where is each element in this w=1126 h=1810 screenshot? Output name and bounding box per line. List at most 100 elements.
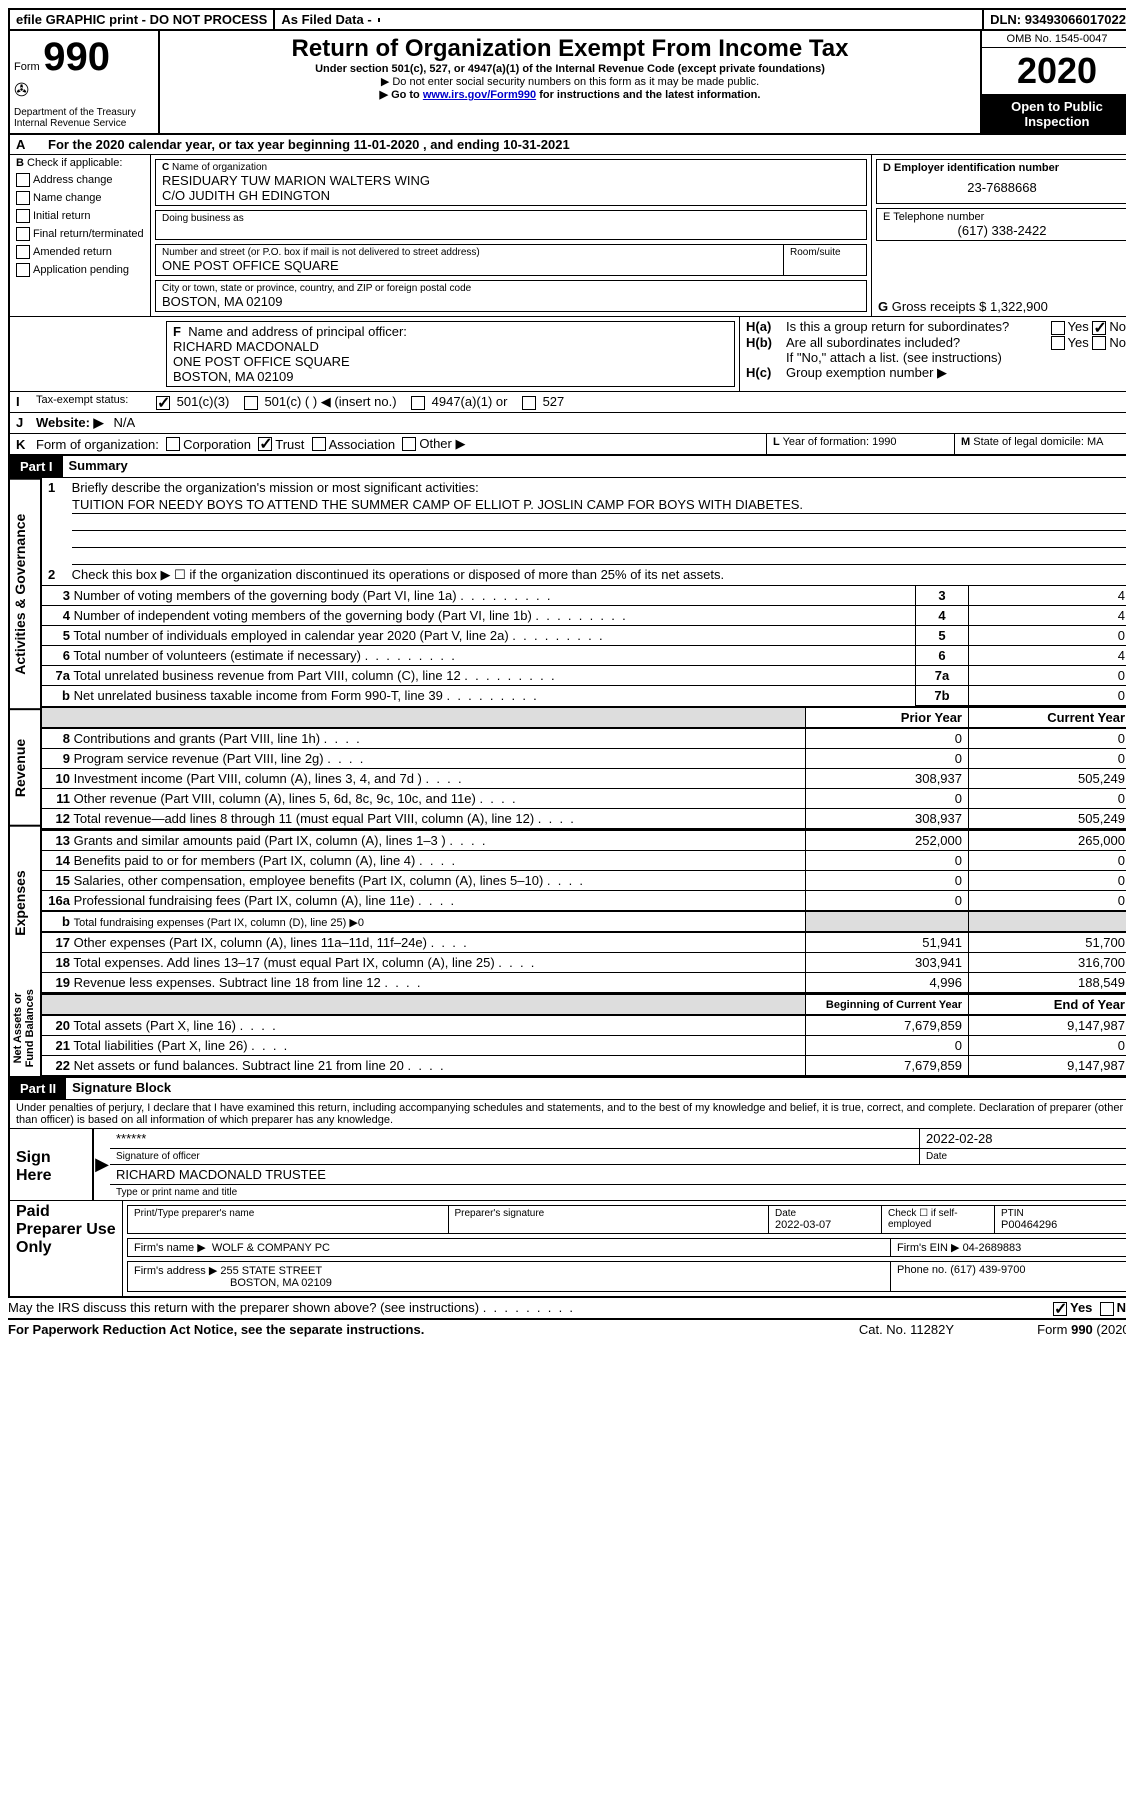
begin-end-header: Beginning of Current Year End of Year (42, 993, 1126, 1015)
form-subtitle: Under section 501(c), 527, or 4947(a)(1)… (164, 63, 976, 75)
org-name-box: C Name of organization RESIDUARY TUW MAR… (155, 159, 867, 206)
side-gov: Activities & Governance (10, 478, 40, 708)
net-table: 20 Total assets (Part X, line 16)7,679,8… (42, 1015, 1126, 1076)
paid-label: Paid Preparer Use Only (10, 1201, 123, 1296)
exp-table-2: 17 Other expenses (Part IX, column (A), … (42, 932, 1126, 993)
sign-here-label: Sign Here (10, 1129, 92, 1200)
line-1: 1 Briefly describe the organization's mi… (42, 478, 1126, 497)
goto-line: ▶ Go to www.irs.gov/Form990 for instruct… (164, 88, 976, 101)
col-c: C Name of organization RESIDUARY TUW MAR… (151, 155, 871, 316)
footer-row: For Paperwork Reduction Act Notice, see … (8, 1320, 1126, 1337)
table-row: 4 Number of independent voting members o… (42, 606, 1126, 626)
rev-table: 8 Contributions and grants (Part VIII, l… (42, 728, 1126, 829)
efile-notice: efile GRAPHIC print - DO NOT PROCESS (10, 10, 273, 29)
officer-name: RICHARD MACDONALD (173, 339, 728, 354)
part2-header: Part II Signature Block (8, 1076, 1126, 1100)
mission-text: TUITION FOR NEEDY BOYS TO ATTEND THE SUM… (42, 497, 1126, 565)
room-label: Room/suite (783, 245, 866, 275)
omb: OMB No. 1545-0047 (982, 31, 1126, 48)
part1-body: Activities & Governance Revenue Expenses… (8, 478, 1126, 1076)
self-emp-box: Check ☐ if self-employed (882, 1205, 995, 1234)
c-label: C Name of organization (162, 162, 860, 173)
dln: DLN: 93493066017022 (982, 10, 1126, 29)
hc-row: H(c) Group exemption number ▶ (746, 365, 1126, 381)
irs-link[interactable]: www.irs.gov/Form990 (423, 89, 536, 101)
m-block: M State of legal domicile: MA (954, 434, 1126, 454)
label-a: A (10, 135, 42, 154)
table-row: 20 Total assets (Part X, line 16)7,679,8… (42, 1016, 1126, 1036)
row-j: J Website: ▶ N/A (8, 412, 1126, 433)
org-name-2: C/O JUDITH GH EDINGTON (162, 188, 860, 203)
exp-table: 13 Grants and similar amounts paid (Part… (42, 829, 1126, 911)
irs-eagle-icon: ✇ (14, 80, 154, 101)
website-value: N/A (104, 415, 136, 431)
officer-name-title: RICHARD MACDONALD TRUSTEE (116, 1167, 1126, 1182)
ein-label: D Employer identification number (883, 162, 1121, 174)
k-block: K Form of organization: Corporation Trus… (10, 434, 766, 454)
line-16b: b Total fundraising expenses (Part IX, c… (42, 911, 1126, 932)
form-header: Form 990 ✇ Department of the Treasury In… (8, 31, 1126, 135)
fh-block: F Name and address of principal officer:… (8, 316, 1126, 391)
ptin-box: PTIN P00464296 (995, 1205, 1126, 1234)
side-exp: Expenses (10, 825, 40, 980)
phone-label: E Telephone number (883, 211, 1121, 223)
table-row: 3 Number of voting members of the govern… (42, 586, 1126, 606)
discuss-row: May the IRS discuss this return with the… (8, 1298, 1126, 1320)
table-row: 21 Total liabilities (Part X, line 26)00 (42, 1036, 1126, 1056)
tax-year: 2020 (982, 48, 1126, 94)
table-row: 19 Revenue less expenses. Subtract line … (42, 973, 1126, 993)
city-value: BOSTON, MA 02109 (162, 294, 860, 309)
row-a: A For the 2020 calendar year, or tax yea… (8, 135, 1126, 155)
sig-date-label: Date (919, 1149, 1126, 1164)
street-label: Number and street (or P.O. box if mail i… (162, 247, 777, 258)
paperwork: For Paperwork Reduction Act Notice, see … (8, 1322, 859, 1337)
h-note: If "No," attach a list. (see instruction… (746, 350, 1126, 365)
declaration: Under penalties of perjury, I declare th… (8, 1100, 1126, 1128)
cb-app-pending[interactable]: Application pending (10, 261, 150, 279)
table-row: 9 Program service revenue (Part VIII, li… (42, 749, 1126, 769)
table-row: 8 Contributions and grants (Part VIII, l… (42, 729, 1126, 749)
table-row: 22 Net assets or fund balances. Subtract… (42, 1056, 1126, 1076)
firm-ein-box: Firm's EIN ▶ 04-2689883 (891, 1238, 1126, 1257)
cb-final[interactable]: Final return/terminated (10, 225, 150, 243)
table-row: 10 Investment income (Part VIII, column … (42, 769, 1126, 789)
bcdeg-block: B Check if applicable: Address change Na… (8, 155, 1126, 316)
city-box: City or town, state or province, country… (155, 280, 867, 312)
phone-box: E Telephone number (617) 338-2422 (876, 208, 1126, 241)
table-row: 12 Total revenue—add lines 8 through 11 … (42, 809, 1126, 829)
preparer-fields: Print/Type preparer's name Preparer's si… (123, 1201, 1126, 1296)
gross-receipts: G Gross receipts $ 1,322,900 (872, 297, 1126, 316)
street-value: ONE POST OFFICE SQUARE (162, 258, 777, 273)
cat-no: Cat. No. 11282Y (859, 1322, 954, 1337)
col-deg: D Employer identification number 23-7688… (871, 155, 1126, 316)
i-options: 501(c)(3) 501(c) ( ) ◀ (insert no.) 4947… (156, 394, 564, 410)
pycy-header: Prior Year Current Year (42, 706, 1126, 728)
table-row: 5 Total number of individuals employed i… (42, 626, 1126, 646)
part1-content: 1 Briefly describe the organization's mi… (42, 478, 1126, 1076)
cb-name[interactable]: Name change (10, 189, 150, 207)
as-filed: As Filed Data - (273, 10, 377, 29)
table-row: 18 Total expenses. Add lines 13–17 (must… (42, 953, 1126, 973)
cb-amended[interactable]: Amended return (10, 243, 150, 261)
form-label: Form 990 (14, 35, 154, 80)
sign-here-block: Sign Here ▶ ****** 2022-02-28 Signature … (8, 1128, 1126, 1201)
line-2: 2 Check this box ▶ ☐ if the organization… (42, 565, 1126, 585)
side-rev: Revenue (10, 708, 40, 825)
ssn-warning: ▶ Do not enter social security numbers o… (164, 75, 976, 88)
table-row: 17 Other expenses (Part IX, column (A), … (42, 933, 1126, 953)
part1-label: Part I (10, 456, 63, 477)
sign-fields: ****** 2022-02-28 Signature of officer D… (110, 1129, 1126, 1200)
ein-box: D Employer identification number 23-7688… (876, 159, 1126, 204)
arrow-icon: ▶ (92, 1129, 110, 1200)
row-i: I Tax-exempt status: 501(c)(3) 501(c) ( … (8, 391, 1126, 412)
cb-initial[interactable]: Initial return (10, 207, 150, 225)
part2-label: Part II (10, 1078, 66, 1099)
cb-address[interactable]: Address change (10, 171, 150, 189)
firm-phone-box: Phone no. (617) 439-9700 (891, 1261, 1126, 1292)
table-row: 6 Total number of volunteers (estimate i… (42, 646, 1126, 666)
table-row: 16a Professional fundraising fees (Part … (42, 891, 1126, 911)
tax-year-range: For the 2020 calendar year, or tax year … (42, 135, 576, 154)
b-header: B Check if applicable: (10, 155, 150, 171)
prep-date-box: Date 2022-03-07 (769, 1205, 882, 1234)
prep-name-box: Print/Type preparer's name (127, 1205, 449, 1234)
